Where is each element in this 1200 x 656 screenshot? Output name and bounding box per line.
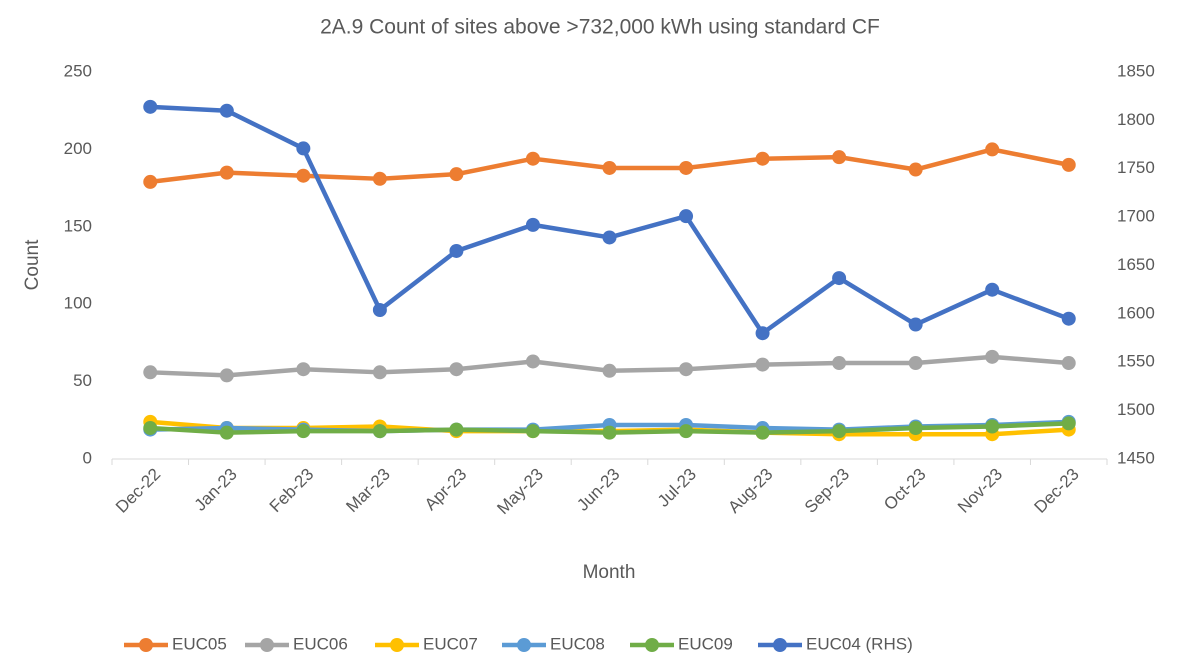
point bbox=[1061, 416, 1076, 431]
point bbox=[985, 282, 1000, 297]
point bbox=[755, 357, 770, 372]
legend-marker bbox=[773, 638, 787, 652]
y2-tick-label: 1750 bbox=[1117, 158, 1155, 177]
point bbox=[832, 271, 847, 286]
y-tick-label: 200 bbox=[64, 139, 92, 158]
point bbox=[219, 103, 234, 118]
point bbox=[372, 171, 387, 186]
x-tick-label: Jul-23 bbox=[654, 465, 700, 511]
point bbox=[372, 303, 387, 318]
legend-label: EUC04 (RHS) bbox=[806, 634, 913, 653]
y-axis-title: Count bbox=[22, 239, 43, 290]
point bbox=[449, 167, 464, 182]
y2-tick-label: 1500 bbox=[1117, 400, 1155, 419]
point bbox=[985, 349, 1000, 364]
chart-title: 2A.9 Count of sites above >732,000 kWh u… bbox=[320, 16, 880, 39]
point bbox=[679, 209, 694, 224]
point bbox=[143, 99, 158, 114]
point bbox=[372, 365, 387, 380]
point bbox=[449, 362, 464, 377]
point bbox=[525, 151, 540, 166]
legend-label: EUC05 bbox=[172, 634, 227, 653]
y-tick-label: 100 bbox=[64, 294, 92, 313]
point bbox=[985, 419, 1000, 434]
point bbox=[832, 356, 847, 371]
point bbox=[985, 142, 1000, 157]
point bbox=[679, 160, 694, 175]
point bbox=[219, 368, 234, 383]
point bbox=[755, 425, 770, 440]
legend-label: EUC08 bbox=[550, 634, 605, 653]
point bbox=[143, 174, 158, 189]
point bbox=[372, 424, 387, 439]
point bbox=[602, 363, 617, 378]
point bbox=[296, 168, 311, 183]
point bbox=[832, 424, 847, 439]
x-tick-label: Apr-23 bbox=[421, 465, 471, 515]
point bbox=[908, 162, 923, 177]
point bbox=[296, 362, 311, 377]
y-tick-label: 250 bbox=[64, 61, 92, 80]
x-tick-label: Mar-23 bbox=[342, 465, 394, 517]
y2-tick-label: 1600 bbox=[1117, 303, 1155, 322]
legend-label: EUC09 bbox=[678, 634, 733, 653]
x-tick-label: Sep-23 bbox=[801, 465, 853, 517]
point bbox=[525, 217, 540, 232]
y2-tick-label: 1850 bbox=[1117, 61, 1155, 80]
point bbox=[525, 354, 540, 369]
point bbox=[679, 424, 694, 439]
x-tick-label: Jan-23 bbox=[191, 465, 241, 515]
point bbox=[1061, 311, 1076, 326]
y2-tick-label: 1700 bbox=[1117, 207, 1155, 226]
point bbox=[219, 425, 234, 440]
y2-tick-label: 1800 bbox=[1117, 110, 1155, 129]
point bbox=[832, 150, 847, 165]
point bbox=[908, 317, 923, 332]
series-line bbox=[150, 104, 1070, 336]
x-tick-label: Dec-23 bbox=[1031, 465, 1083, 517]
legend-label: EUC07 bbox=[423, 634, 478, 653]
point bbox=[219, 165, 234, 180]
point bbox=[908, 356, 923, 371]
point bbox=[143, 365, 158, 380]
x-tick-label: May-23 bbox=[493, 465, 547, 519]
point bbox=[908, 421, 923, 436]
y-tick-label: 50 bbox=[73, 371, 92, 390]
point bbox=[1061, 157, 1076, 172]
point bbox=[449, 243, 464, 258]
legend-marker bbox=[260, 638, 274, 652]
y-tick-label: 150 bbox=[64, 216, 92, 235]
point bbox=[755, 326, 770, 341]
x-tick-label: Aug-23 bbox=[724, 465, 776, 517]
point bbox=[602, 425, 617, 440]
point bbox=[296, 424, 311, 439]
point bbox=[143, 421, 158, 436]
legend-marker bbox=[139, 638, 153, 652]
legend-marker bbox=[517, 638, 531, 652]
y2-tick-label: 1650 bbox=[1117, 255, 1155, 274]
point bbox=[602, 230, 617, 245]
point bbox=[449, 422, 464, 437]
legend-marker bbox=[390, 638, 404, 652]
y2-tick-label: 1450 bbox=[1117, 448, 1155, 467]
point bbox=[296, 141, 311, 156]
x-tick-label: Feb-23 bbox=[266, 465, 318, 517]
legend-label: EUC06 bbox=[293, 634, 348, 653]
y2-tick-label: 1550 bbox=[1117, 352, 1155, 371]
x-tick-label: Nov-23 bbox=[954, 465, 1006, 517]
point bbox=[1061, 356, 1076, 371]
x-tick-label: Jun-23 bbox=[573, 465, 623, 515]
point bbox=[602, 160, 617, 175]
legend-marker bbox=[645, 638, 659, 652]
point bbox=[755, 151, 770, 166]
x-axis-title: Month bbox=[583, 562, 636, 583]
point bbox=[679, 362, 694, 377]
x-tick-label: Oct-23 bbox=[880, 465, 930, 515]
y-tick-label: 0 bbox=[83, 448, 92, 467]
point bbox=[525, 424, 540, 439]
x-tick-label: Dec-22 bbox=[112, 465, 164, 517]
